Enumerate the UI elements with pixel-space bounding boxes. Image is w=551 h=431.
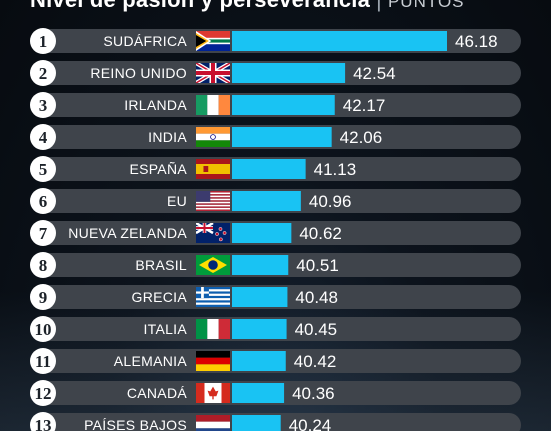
rank-circle (30, 124, 56, 150)
chart-row: 9 GRECIA 40.48 (30, 284, 521, 310)
value-label: 40.62 (299, 224, 342, 243)
country-label: IRLANDA (124, 97, 187, 113)
value-label: 40.42 (294, 352, 337, 371)
spain-flag-icon (196, 159, 230, 179)
bar (232, 287, 288, 307)
value-label: 40.24 (289, 416, 332, 431)
rank-circle (30, 156, 56, 182)
rank-circle (30, 284, 56, 310)
rank-circle (30, 348, 56, 374)
chart-title-text: Nivel de pasión y perseverancia (30, 0, 370, 12)
value-label: 42.06 (340, 128, 383, 147)
rank-number: 5 (39, 160, 48, 179)
bar (232, 351, 286, 371)
rank-number: 2 (39, 64, 48, 83)
united-kingdom-flag-icon (196, 63, 230, 83)
value-label: 46.18 (455, 32, 498, 51)
country-label: INDIA (148, 129, 187, 145)
rank-circle (30, 316, 56, 342)
rank-number: 9 (39, 288, 48, 307)
country-label: CANADÁ (127, 385, 188, 401)
rank-number: 1 (39, 32, 48, 51)
rank-number: 7 (39, 224, 48, 243)
rank-number: 10 (35, 320, 52, 339)
bar (232, 191, 301, 211)
title-separator: | (376, 0, 382, 12)
country-label: SUDÁFRICA (103, 33, 187, 49)
chart-row: 2 REINO UNIDO 42.54 (30, 60, 521, 86)
rank-circle (30, 60, 56, 86)
new-zealand-flag-icon (196, 223, 230, 243)
chart-row: 3 IRLANDA 42.17 (30, 92, 521, 118)
country-label: ITALIA (143, 321, 187, 337)
south-africa-flag-icon (196, 31, 230, 51)
rank-circle (30, 188, 56, 214)
bar (232, 383, 285, 403)
rank-number: 11 (35, 352, 51, 371)
rank-circle (30, 220, 56, 246)
rank-number: 6 (39, 192, 48, 211)
country-label: EU (167, 193, 187, 209)
chart-row: 13 PAÍSES BAJOS 40.24 (30, 412, 521, 431)
bar (232, 127, 332, 147)
chart-row: 11 ALEMANIA 40.42 (30, 348, 521, 374)
canada-flag-icon (196, 383, 230, 403)
country-label: GRECIA (132, 289, 188, 305)
italy-flag-icon (196, 319, 230, 339)
india-flag-icon (196, 127, 230, 147)
chart-row: 4 INDIA 42.06 (30, 124, 521, 150)
ireland-flag-icon (196, 95, 230, 115)
bar (232, 255, 289, 275)
chart-title: Nivel de pasión y perseverancia | PUNTOS (30, 0, 465, 13)
bar (232, 31, 447, 51)
country-label: ALEMANIA (114, 353, 188, 369)
bar (232, 223, 292, 243)
chart-row: 8 BRASIL 40.51 (30, 252, 521, 278)
bar (232, 319, 287, 339)
bar (232, 95, 335, 115)
usa-flag-icon (196, 191, 230, 211)
netherlands-flag-icon (196, 415, 230, 431)
chart-unit: PUNTOS (387, 0, 465, 11)
rank-number: 8 (39, 256, 48, 275)
rank-number: 4 (39, 128, 48, 147)
bar (232, 159, 306, 179)
rank-circle (30, 92, 56, 118)
country-label: ESPAÑA (129, 161, 187, 177)
chart-row: 7 NUEVA ZELANDA 40.62 (30, 220, 521, 246)
rank-circle (30, 252, 56, 278)
chart-row: 6 EU 40.96 (30, 188, 521, 214)
brazil-flag-icon (196, 255, 230, 275)
bar (232, 415, 281, 431)
value-label: 40.96 (309, 192, 352, 211)
value-label: 40.36 (292, 384, 335, 403)
rank-number: 12 (35, 384, 52, 403)
rank-circle (30, 28, 56, 54)
value-label: 40.45 (295, 320, 338, 339)
greece-flag-icon (196, 287, 230, 307)
value-label: 41.13 (314, 160, 357, 179)
chart-row: 10 ITALIA 40.45 (30, 316, 521, 342)
rank-number: 13 (35, 416, 52, 431)
country-label: PAÍSES BAJOS (84, 417, 187, 431)
chart-row: 1 SUDÁFRICA 46.18 (30, 28, 521, 54)
chart-row: 12 CANADÁ 40.36 (30, 380, 521, 406)
value-label: 42.17 (343, 96, 386, 115)
country-label: REINO UNIDO (90, 65, 187, 81)
country-label: NUEVA ZELANDA (68, 225, 187, 241)
value-label: 40.48 (295, 288, 338, 307)
germany-flag-icon (196, 351, 230, 371)
chart-row: 5 ESPAÑA 41.13 (30, 156, 521, 182)
rank-circle (30, 412, 56, 431)
value-label: 42.54 (353, 64, 396, 83)
bar (232, 63, 346, 83)
rank-circle (30, 380, 56, 406)
rank-number: 3 (39, 96, 48, 115)
country-label: BRASIL (135, 257, 187, 273)
value-label: 40.51 (296, 256, 339, 275)
